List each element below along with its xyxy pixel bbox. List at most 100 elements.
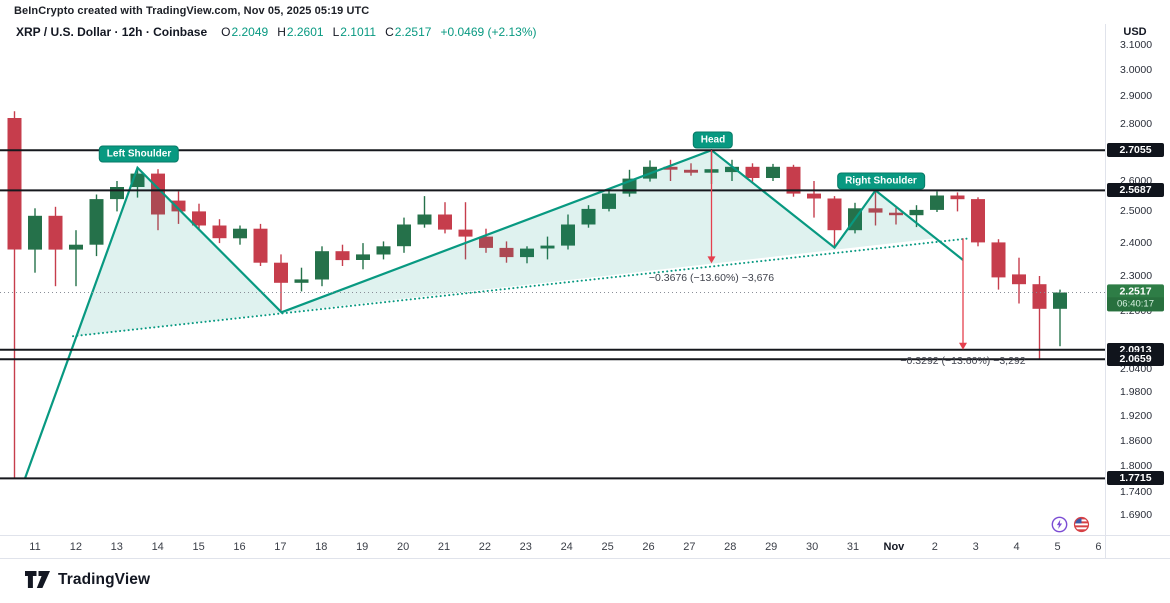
candle-body	[909, 209, 924, 216]
candle-body	[807, 193, 821, 199]
candle-body	[417, 214, 432, 225]
high-label: H	[277, 25, 286, 39]
pattern-label-left-shoulder[interactable]: Left Shoulder	[98, 145, 180, 163]
level-price-badge: 1.7715	[1107, 471, 1164, 486]
time-tick-label: 31	[846, 541, 860, 553]
pattern-label-right-shoulder[interactable]: Right Shoulder	[837, 172, 925, 190]
open-label: O	[221, 25, 231, 39]
candle-body	[479, 236, 493, 248]
attribution-text: BeInCrypto created with TradingView.com,…	[14, 5, 370, 17]
candle-body	[192, 211, 206, 226]
candle-body	[212, 225, 227, 239]
candle-body	[171, 200, 186, 212]
open-value: 2.2049	[231, 25, 269, 39]
candle-body	[971, 199, 985, 243]
candle-body	[540, 245, 555, 249]
candle-body	[520, 248, 534, 258]
tradingview-logo[interactable]: TradingView	[24, 570, 150, 589]
candle-body	[889, 212, 903, 216]
price-tick-label: 2.4000	[1119, 237, 1153, 250]
candle-body	[7, 118, 22, 250]
candle-body	[499, 247, 514, 258]
time-tick-label: 16	[233, 541, 246, 553]
candle-body	[69, 244, 83, 250]
price-tick-label: 1.6900	[1119, 508, 1153, 521]
footer-separator	[0, 558, 1170, 559]
time-tick-label: 5	[1054, 541, 1061, 553]
neckline-dotted	[72, 237, 971, 338]
price-tick-label: 2.8000	[1119, 117, 1153, 130]
level-price-badge: 2.0659	[1107, 352, 1164, 367]
candle-body	[684, 169, 698, 173]
low-value: 2.1011	[340, 25, 377, 39]
time-tick-label: 20	[396, 541, 410, 553]
candle-body	[561, 224, 575, 246]
arrowhead-icon	[707, 256, 716, 264]
price-tick-label: 2.3000	[1119, 270, 1153, 282]
currency-label: USD	[1123, 26, 1147, 38]
tradingview-logo-icon	[25, 571, 50, 588]
candle-body	[991, 242, 1006, 278]
price-tick-label: 2.9000	[1119, 90, 1153, 103]
price-tick-label: 3.1000	[1119, 38, 1153, 51]
time-tick-label: 14	[151, 541, 164, 553]
candle-body	[581, 208, 596, 225]
close-label: C	[385, 25, 394, 39]
time-tick-label: 13	[110, 541, 123, 553]
candle-body	[438, 214, 452, 230]
candle-body	[233, 228, 247, 239]
candle-body	[1053, 292, 1067, 309]
bar-countdown: 06:40:17	[1107, 296, 1164, 311]
time-tick-label: Nov	[883, 541, 905, 553]
close-value: 2.2517	[394, 25, 432, 39]
candle-body	[745, 166, 760, 178]
time-tick-label: 28	[724, 541, 737, 553]
last-price-badge: 2.2517 06:40:17	[1107, 283, 1164, 311]
time-tick-label: 23	[519, 541, 532, 553]
candle-body	[315, 251, 329, 280]
candle-body	[294, 279, 309, 283]
candle-body	[253, 228, 268, 263]
calendar-events	[1051, 516, 1090, 533]
pattern-label-head[interactable]: Head	[692, 131, 734, 149]
candle-body	[725, 166, 739, 173]
candle-body	[274, 262, 288, 283]
plot-bottom-border	[0, 535, 1170, 536]
us-flag-event-icon[interactable]	[1073, 516, 1090, 533]
time-tick-label: 25	[601, 541, 614, 553]
time-tick-label: 3	[972, 541, 979, 553]
price-tick-label: 1.8600	[1119, 434, 1153, 447]
time-tick-label: 29	[765, 541, 778, 553]
last-price-value: 2.2517	[1119, 284, 1152, 297]
time-tick-label: 4	[1013, 541, 1020, 553]
measured-move-label: −0.3292 (−13.60%) −3,292	[900, 355, 1025, 367]
time-tick-label: 19	[356, 541, 369, 553]
price-tick-label: 3.0000	[1119, 64, 1153, 77]
price-tick-label: 2.5000	[1119, 205, 1153, 218]
candle-body	[1012, 274, 1026, 285]
pattern-fill	[76, 150, 936, 336]
time-tick-label: 15	[192, 541, 205, 553]
candle-body	[930, 195, 944, 210]
time-tick-label: 26	[642, 541, 655, 553]
tradingview-logo-text: TradingView	[58, 570, 151, 588]
symbol-title[interactable]: XRP / U.S. Dollar · 12h · Coinbase	[16, 25, 208, 39]
price-tick-label: 1.9200	[1119, 410, 1153, 422]
crypto-event-icon[interactable]	[1051, 516, 1068, 533]
candle-body	[950, 195, 965, 200]
candle-body	[786, 166, 801, 194]
candle-body	[766, 166, 780, 178]
time-tick-label: 17	[274, 541, 287, 553]
price-tick-label: 1.8000	[1119, 460, 1153, 473]
candle-body	[1032, 284, 1047, 309]
level-price-badge: 2.5687	[1107, 183, 1164, 198]
change-value: +0.0469 (+2.13%)	[440, 25, 537, 39]
symbol-legend[interactable]: XRP / U.S. Dollar · 12h · Coinbase O 2.2…	[16, 25, 537, 39]
time-tick-label: 21	[437, 541, 451, 553]
candle-body	[397, 224, 411, 247]
candle-body	[110, 187, 124, 200]
candle-body	[48, 215, 63, 250]
time-tick-label: 6	[1095, 541, 1102, 553]
candle-body	[868, 208, 883, 213]
